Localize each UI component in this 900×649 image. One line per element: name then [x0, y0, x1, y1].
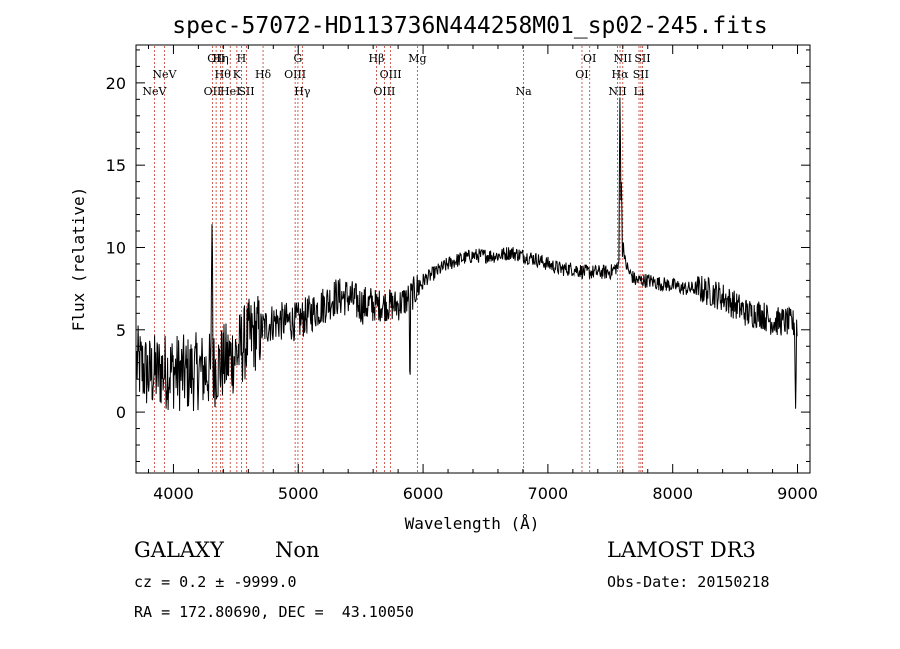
x-tick-label: 4000: [153, 484, 194, 503]
line-label: Na: [515, 85, 532, 98]
x-axis-ticks: 4000 5000 6000 7000 8000 9000: [147, 45, 818, 503]
x-tick-label: 6000: [403, 484, 444, 503]
object-class: GALAXY: [134, 538, 224, 562]
y-tick-label: 10: [106, 238, 126, 257]
chart-title: spec-57072-HD113736N444258M01_sp02-245.f…: [172, 13, 767, 39]
y-axis-label: Flux (relative): [69, 187, 88, 332]
line-label: Hθ: [215, 68, 232, 81]
line-label: SII: [633, 68, 649, 81]
line-label: OI: [583, 52, 596, 65]
x-tick-label: 7000: [528, 484, 569, 503]
redshift-value: cz = 0.2 ± -9999.0: [134, 573, 297, 591]
line-label: SII: [238, 85, 254, 98]
line-label: K: [233, 68, 242, 81]
observation-date: Obs-Date: 20150218: [607, 573, 770, 591]
line-label: H: [237, 52, 247, 65]
line-label: HeI: [220, 85, 240, 98]
line-label: Li: [634, 85, 645, 98]
line-label: OIII: [373, 85, 395, 98]
line-label: SII: [634, 52, 650, 65]
y-tick-label: 0: [116, 403, 126, 422]
line-label: OII: [204, 85, 222, 98]
line-label: Hη: [213, 52, 229, 65]
y-tick-label: 15: [106, 156, 126, 175]
line-label: NII: [608, 85, 626, 98]
y-tick-label: 5: [116, 321, 126, 340]
x-tick-label: 5000: [278, 484, 319, 503]
line-label: OII: [207, 52, 225, 65]
line-label: NeV: [152, 68, 177, 81]
line-label: Hδ: [255, 68, 272, 81]
x-tick-label: 9000: [777, 484, 818, 503]
x-axis-label: Wavelength (Å): [405, 514, 540, 533]
line-label: OI: [575, 68, 588, 81]
y-axis-ticks: 0 5 10 15 20: [106, 49, 810, 462]
line-label: NeV: [142, 85, 167, 98]
spectrum-trace: [136, 97, 798, 412]
line-label: Hβ: [369, 52, 385, 65]
line-label: Hα: [612, 68, 630, 81]
line-label: OIII: [284, 68, 306, 81]
line-label: Mg: [408, 52, 426, 65]
ra-dec-coordinates: RA = 172.80690, DEC = 43.10050: [134, 603, 414, 621]
survey-name: LAMOST DR3: [607, 538, 756, 562]
y-tick-label: 20: [106, 74, 126, 93]
emission-line-markers: [154, 46, 643, 472]
line-label: Hγ: [294, 85, 311, 98]
x-tick-label: 8000: [652, 484, 693, 503]
line-label: OIII: [380, 68, 402, 81]
line-label: NII: [614, 52, 632, 65]
object-subclass: Non: [275, 538, 320, 562]
line-label: G: [293, 52, 302, 65]
